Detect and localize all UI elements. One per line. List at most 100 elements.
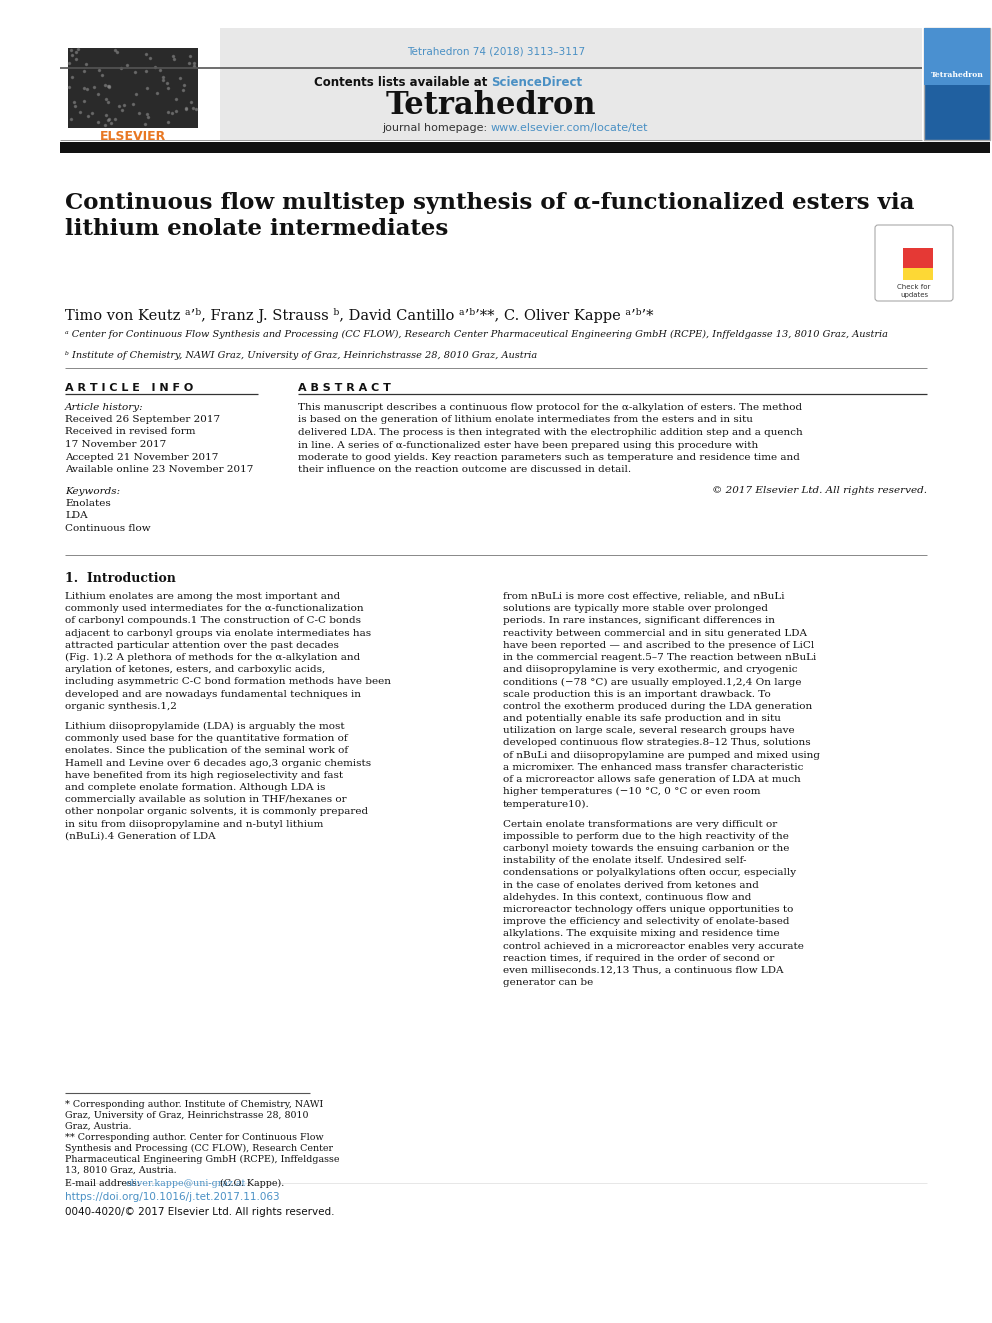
Text: condensations or polyalkylations often occur, especially: condensations or polyalkylations often o… [503, 868, 797, 877]
Text: including asymmetric C-C bond formation methods have been: including asymmetric C-C bond formation … [65, 677, 391, 687]
Text: A R T I C L E   I N F O: A R T I C L E I N F O [65, 382, 193, 393]
Text: 0040-4020/© 2017 Elsevier Ltd. All rights reserved.: 0040-4020/© 2017 Elsevier Ltd. All right… [65, 1207, 334, 1217]
Text: and potentially enable its safe production and in situ: and potentially enable its safe producti… [503, 714, 781, 722]
Text: 17 November 2017: 17 November 2017 [65, 441, 167, 448]
Text: ** Corresponding author. Center for Continuous Flow: ** Corresponding author. Center for Cont… [65, 1132, 323, 1142]
Text: © 2017 Elsevier Ltd. All rights reserved.: © 2017 Elsevier Ltd. All rights reserved… [712, 486, 927, 495]
Text: have been reported — and ascribed to the presence of LiCl: have been reported — and ascribed to the… [503, 640, 814, 650]
Text: (C.O. Kappe).: (C.O. Kappe). [217, 1179, 285, 1188]
Text: 1.  Introduction: 1. Introduction [65, 572, 176, 585]
Bar [60, 28, 220, 140]
Text: periods. In rare instances, significant differences in: periods. In rare instances, significant … [503, 617, 775, 626]
Text: ᵃ Center for Continuous Flow Synthesis and Processing (CC FLOW), Research Center: ᵃ Center for Continuous Flow Synthesis a… [65, 329, 888, 339]
Text: and diisopropylamine is very exothermic, and cryogenic: and diisopropylamine is very exothermic,… [503, 665, 798, 675]
Text: Article history:: Article history: [65, 404, 144, 411]
Text: Continuous flow multistep synthesis of α-functionalized esters via: Continuous flow multistep synthesis of α… [65, 192, 915, 214]
Text: microreactor technology offers unique opportunities to: microreactor technology offers unique op… [503, 905, 794, 914]
Bar [903, 269, 933, 280]
Text: Pharmaceutical Engineering GmbH (RCPE), Inffeldgasse: Pharmaceutical Engineering GmbH (RCPE), … [65, 1155, 339, 1164]
Text: in the commercial reagent.5–7 The reaction between nBuLi: in the commercial reagent.5–7 The reacti… [503, 654, 816, 662]
Bar [924, 28, 990, 85]
Text: ᵇ Institute of Chemistry, NAWI Graz, University of Graz, Heinrichstrasse 28, 801: ᵇ Institute of Chemistry, NAWI Graz, Uni… [65, 351, 538, 360]
Text: E-mail address:: E-mail address: [65, 1179, 143, 1188]
Text: even milliseconds.12,13 Thus, a continuous flow LDA: even milliseconds.12,13 Thus, a continuo… [503, 966, 784, 975]
Text: reaction times, if required in the order of second or: reaction times, if required in the order… [503, 954, 775, 963]
Text: temperature10).: temperature10). [503, 799, 590, 808]
Text: Tetrahedron 74 (2018) 3113–3117: Tetrahedron 74 (2018) 3113–3117 [407, 48, 585, 57]
Text: instability of the enolate itself. Undesired self-: instability of the enolate itself. Undes… [503, 856, 747, 865]
Text: in line. A series of α-functionalized ester have been prepared using this proced: in line. A series of α-functionalized es… [298, 441, 758, 450]
Text: www.elsevier.com/locate/tet: www.elsevier.com/locate/tet [491, 123, 649, 134]
Text: utilization on large scale, several research groups have: utilization on large scale, several rese… [503, 726, 795, 736]
Text: conditions (−78 °C) are usually employed.1,2,4 On large: conditions (−78 °C) are usually employed… [503, 677, 802, 687]
Bar [924, 28, 990, 140]
Bar [68, 48, 198, 128]
Bar [903, 247, 933, 269]
Text: delivered LDA. The process is then integrated with the electrophilic addition st: delivered LDA. The process is then integ… [298, 429, 803, 437]
Text: (Fig. 1).2 A plethora of methods for the α-alkylation and: (Fig. 1).2 A plethora of methods for the… [65, 654, 360, 662]
Text: in situ from diisopropylamine and n-butyl lithium: in situ from diisopropylamine and n-buty… [65, 820, 323, 828]
Bar [60, 28, 922, 140]
Text: improve the efficiency and selectivity of enolate-based: improve the efficiency and selectivity o… [503, 917, 790, 926]
Text: is based on the generation of lithium enolate intermediates from the esters and : is based on the generation of lithium en… [298, 415, 753, 425]
Text: scale production this is an important drawback. To: scale production this is an important dr… [503, 689, 771, 699]
Text: Received in revised form: Received in revised form [65, 427, 195, 437]
Text: control the exotherm produced during the LDA generation: control the exotherm produced during the… [503, 701, 812, 710]
Text: Lithium enolates are among the most important and: Lithium enolates are among the most impo… [65, 591, 340, 601]
Text: attracted particular attention over the past decades: attracted particular attention over the … [65, 640, 339, 650]
Text: their influence on the reaction outcome are discussed in detail.: their influence on the reaction outcome … [298, 466, 631, 475]
Text: a micromixer. The enhanced mass transfer characteristic: a micromixer. The enhanced mass transfer… [503, 763, 804, 771]
Text: moderate to good yields. Key reaction parameters such as temperature and residen: moderate to good yields. Key reaction pa… [298, 452, 800, 462]
Text: from nBuLi is more cost effective, reliable, and nBuLi: from nBuLi is more cost effective, relia… [503, 591, 785, 601]
Text: Graz, University of Graz, Heinrichstrasse 28, 8010: Graz, University of Graz, Heinrichstrass… [65, 1111, 309, 1121]
Text: Check for
updates: Check for updates [898, 284, 930, 298]
Text: Tetrahedron: Tetrahedron [386, 90, 596, 120]
Text: Lithium diisopropylamide (LDA) is arguably the most: Lithium diisopropylamide (LDA) is arguab… [65, 722, 344, 732]
Text: solutions are typically more stable over prolonged: solutions are typically more stable over… [503, 605, 768, 613]
Text: Available online 23 November 2017: Available online 23 November 2017 [65, 464, 253, 474]
Bar [60, 142, 990, 153]
Text: Certain enolate transformations are very difficult or: Certain enolate transformations are very… [503, 820, 778, 828]
Text: developed and are nowadays fundamental techniques in: developed and are nowadays fundamental t… [65, 689, 361, 699]
Text: ScienceDirect: ScienceDirect [491, 75, 582, 89]
Text: 13, 8010 Graz, Austria.: 13, 8010 Graz, Austria. [65, 1166, 177, 1175]
Text: (nBuLi).4 Generation of LDA: (nBuLi).4 Generation of LDA [65, 832, 215, 841]
Text: This manuscript describes a continuous flow protocol for the α-alkylation of est: This manuscript describes a continuous f… [298, 404, 803, 411]
Text: Graz, Austria.: Graz, Austria. [65, 1122, 132, 1131]
Text: ELSEVIER: ELSEVIER [100, 130, 166, 143]
Text: higher temperatures (−10 °C, 0 °C or even room: higher temperatures (−10 °C, 0 °C or eve… [503, 787, 761, 796]
Text: commercially available as solution in THF/hexanes or: commercially available as solution in TH… [65, 795, 346, 804]
FancyBboxPatch shape [875, 225, 953, 302]
Text: Synthesis and Processing (CC FLOW), Research Center: Synthesis and Processing (CC FLOW), Rese… [65, 1144, 333, 1154]
Text: oliver.kappe@uni-graz.at: oliver.kappe@uni-graz.at [126, 1179, 246, 1188]
Text: commonly used intermediates for the α-functionalization: commonly used intermediates for the α-fu… [65, 605, 364, 613]
Text: have benefited from its high regioselectivity and fast: have benefited from its high regioselect… [65, 771, 343, 779]
Text: reactivity between commercial and in situ generated LDA: reactivity between commercial and in sit… [503, 628, 807, 638]
Text: alkylations. The exquisite mixing and residence time: alkylations. The exquisite mixing and re… [503, 929, 780, 938]
Text: other nonpolar organic solvents, it is commonly prepared: other nonpolar organic solvents, it is c… [65, 807, 368, 816]
Text: and complete enolate formation. Although LDA is: and complete enolate formation. Although… [65, 783, 325, 792]
Text: generator can be: generator can be [503, 978, 593, 987]
Text: Contents lists available at: Contents lists available at [313, 75, 491, 89]
Text: developed continuous flow strategies.8–12 Thus, solutions: developed continuous flow strategies.8–1… [503, 738, 810, 747]
Text: aldehydes. In this context, continuous flow and: aldehydes. In this context, continuous f… [503, 893, 751, 902]
Text: Enolates: Enolates [65, 499, 111, 508]
Text: Accepted 21 November 2017: Accepted 21 November 2017 [65, 452, 218, 462]
Text: lithium enolate intermediates: lithium enolate intermediates [65, 218, 448, 239]
Text: LDA: LDA [65, 512, 87, 520]
Text: Received 26 September 2017: Received 26 September 2017 [65, 415, 220, 423]
Text: adjacent to carbonyl groups via enolate intermediates has: adjacent to carbonyl groups via enolate … [65, 628, 371, 638]
Text: Continuous flow: Continuous flow [65, 524, 151, 533]
Text: https://doi.org/10.1016/j.tet.2017.11.063: https://doi.org/10.1016/j.tet.2017.11.06… [65, 1192, 280, 1203]
Text: Tetrahedron: Tetrahedron [930, 71, 983, 79]
Text: in the case of enolates derived from ketones and: in the case of enolates derived from ket… [503, 881, 759, 889]
Text: organic synthesis.1,2: organic synthesis.1,2 [65, 701, 177, 710]
Text: of a microreactor allows safe generation of LDA at much: of a microreactor allows safe generation… [503, 775, 801, 785]
Text: control achieved in a microreactor enables very accurate: control achieved in a microreactor enabl… [503, 942, 804, 951]
Text: arylation of ketones, esters, and carboxylic acids,: arylation of ketones, esters, and carbox… [65, 665, 325, 675]
Text: A B S T R A C T: A B S T R A C T [298, 382, 391, 393]
Text: Timo von Keutz ᵃ’ᵇ, Franz J. Strauss ᵇ, David Cantillo ᵃ’ᵇ’**, C. Oliver Kappe ᵃ: Timo von Keutz ᵃ’ᵇ, Franz J. Strauss ᵇ, … [65, 308, 654, 323]
Text: carbonyl moiety towards the ensuing carbanion or the: carbonyl moiety towards the ensuing carb… [503, 844, 790, 853]
Text: * Corresponding author. Institute of Chemistry, NAWI: * Corresponding author. Institute of Che… [65, 1099, 323, 1109]
Text: of nBuLi and diisopropylamine are pumped and mixed using: of nBuLi and diisopropylamine are pumped… [503, 750, 820, 759]
